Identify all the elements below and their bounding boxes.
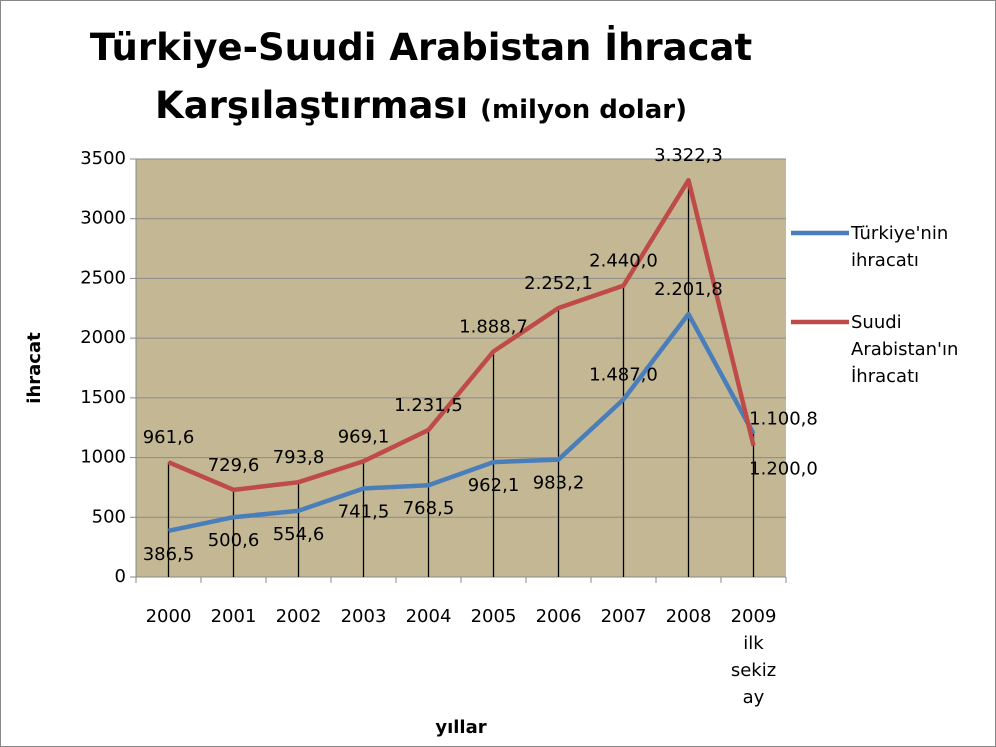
series-line — [168, 311, 756, 534]
chart-title: Türkiye-Suudi Arabistan İhracat Karşılaş… — [89, 26, 753, 127]
y-tick-label: 2500 — [80, 267, 126, 288]
x-tick-label: 2001 — [210, 606, 257, 627]
data-label: 386,5 — [143, 544, 195, 565]
x-axis-title: yıllar — [435, 717, 486, 738]
data-label: 1.487,0 — [589, 364, 658, 385]
y-tick-label: 3000 — [80, 208, 126, 229]
x-tick-label: 2003 — [340, 606, 387, 627]
data-label: 1.231,5 — [394, 395, 463, 416]
data-label: 961,6 — [143, 427, 195, 448]
data-label: 983,2 — [533, 473, 585, 494]
data-label: 741,5 — [338, 501, 390, 522]
data-label: 2.201,8 — [654, 279, 723, 300]
chart-subtitle: (milyon dolar) — [480, 95, 687, 125]
x-tick-label: 2009 ilk sekiz ay — [730, 606, 777, 708]
data-label: 729,6 — [208, 455, 260, 476]
data-label: 1.888,7 — [459, 316, 528, 337]
y-axis-title: ihracat — [24, 332, 45, 404]
data-label: 500,6 — [208, 530, 260, 551]
data-label: 1.100,8 — [749, 409, 818, 430]
y-tick-label: 500 — [92, 506, 126, 527]
y-tick-label: 2000 — [80, 327, 126, 348]
y-tick-label: 1500 — [80, 387, 126, 408]
data-label: 793,8 — [273, 447, 325, 468]
data-label: 962,1 — [468, 475, 520, 496]
x-tick-label: 2007 — [600, 606, 647, 627]
y-tick-label: 0 — [115, 566, 126, 587]
x-tick-label: 2000 — [145, 606, 192, 627]
x-tick-label: 2008 — [665, 606, 712, 627]
data-label: 554,6 — [273, 524, 325, 545]
x-tick-label: 2006 — [535, 606, 582, 627]
y-tick-label: 3500 — [80, 148, 126, 169]
data-label: 3.322,3 — [654, 145, 723, 166]
plot-area — [136, 159, 786, 577]
data-label: 768,5 — [403, 498, 455, 519]
data-label: 1.200,0 — [749, 459, 818, 480]
series-line — [167, 177, 756, 493]
data-label: 2.440,0 — [589, 251, 658, 272]
y-tick-label: 1000 — [80, 447, 126, 468]
legend-label: Türkiye'nin ihracatı — [851, 223, 949, 271]
data-label: 969,1 — [338, 426, 390, 447]
x-tick-label: 2005 — [470, 606, 517, 627]
data-label: 2.252,1 — [524, 273, 593, 294]
x-tick-label: 2002 — [275, 606, 322, 627]
legend-label: Suudi Arabistan'ın İhracatı — [851, 312, 959, 387]
chart-title-block: Türkiye-Suudi Arabistan İhracat Karşılaş… — [81, 19, 761, 139]
x-tick-label: 2004 — [405, 606, 452, 627]
